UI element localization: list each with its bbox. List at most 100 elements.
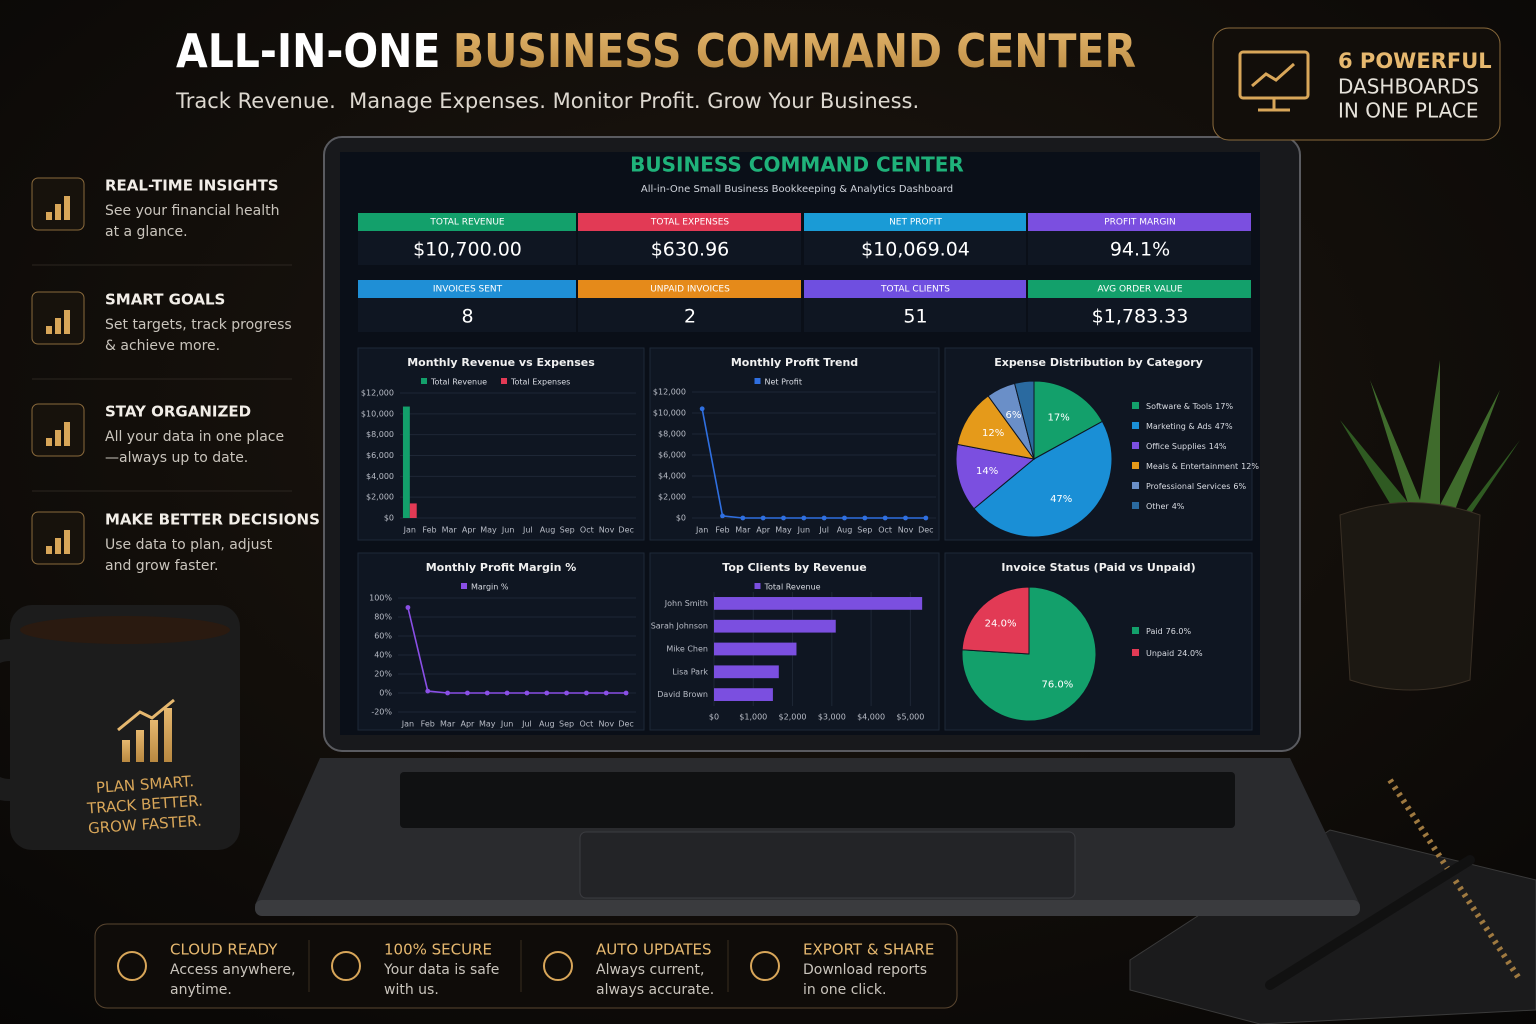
footer-text: always accurate.: [596, 982, 714, 998]
x-tick-label: Jun: [797, 526, 811, 535]
x-tick-label: May: [775, 526, 792, 535]
chart-title: Monthly Profit Margin %: [426, 561, 577, 574]
feature-text: and grow faster.: [105, 558, 218, 574]
point: [842, 515, 847, 521]
chart-panel: [357, 552, 645, 731]
feature-text: at a glance.: [105, 224, 188, 240]
kpi-label: NET PROFIT: [889, 218, 942, 228]
footer-text: anytime.: [170, 982, 232, 998]
legend-label: Paid 76.0%: [1146, 627, 1191, 636]
slice-label: 17%: [1048, 412, 1070, 423]
badge-line: 6 POWERFUL: [1338, 49, 1492, 73]
line: [407, 607, 627, 694]
line: [701, 408, 926, 519]
kpi-label: AVG ORDER VALUE: [1097, 285, 1183, 295]
slice-label: 6%: [1005, 410, 1021, 421]
icon-bar: [64, 196, 70, 220]
y-tick-label: $10,000: [653, 409, 686, 418]
kpi-label: TOTAL REVENUE: [429, 218, 505, 228]
kpi-value: 51: [903, 306, 927, 328]
chart-title: Monthly Profit Trend: [731, 356, 858, 369]
title: ALL-IN-ONEBUSINESS COMMAND CENTER: [176, 24, 1136, 78]
point: [465, 690, 470, 696]
legend-value: 47%: [1215, 422, 1233, 431]
point: [425, 688, 431, 694]
kpi-value: 2: [684, 306, 696, 328]
y-tick-label: $0: [384, 514, 394, 523]
legend-value: 12%: [1241, 462, 1259, 471]
legend-value: 24.0%: [1177, 649, 1203, 658]
bar: [409, 503, 417, 518]
legend-value: 6%: [1233, 482, 1246, 491]
x-tick-label: Nov: [598, 720, 614, 729]
point: [720, 513, 725, 519]
kpi-value: $1,783.33: [1092, 306, 1189, 328]
footer-title: EXPORT & SHARE: [803, 941, 934, 959]
point: [623, 690, 629, 696]
legend-swatch: [461, 583, 467, 589]
x-tick-label: Jan: [403, 526, 416, 535]
point: [903, 515, 908, 521]
y-tick-label: Sarah Johnson: [651, 622, 708, 631]
footer-title: CLOUD READY: [170, 941, 278, 959]
pie-slice: [973, 420, 1113, 538]
y-tick-label: $2,000: [366, 493, 394, 502]
y-tick-label: David Brown: [657, 690, 708, 699]
x-tick-label: Feb: [715, 526, 729, 535]
legend-label: Total Revenue: [764, 583, 821, 592]
legend-swatch: [754, 378, 761, 384]
feature-text: Use data to plan, adjust: [105, 537, 273, 553]
y-tick-label: $4,000: [658, 472, 686, 481]
y-tick-label: Mike Chen: [666, 645, 708, 654]
badge-icon: [1238, 50, 1310, 112]
plant: [1339, 360, 1520, 691]
bar: [714, 619, 836, 633]
x-tick-label: $2,000: [779, 713, 807, 722]
title-accent: BUSINESS COMMAND CENTER: [453, 24, 1136, 78]
icon-bar: [46, 438, 52, 446]
feature-text: All your data in one place: [105, 429, 284, 445]
x-tick-label: Nov: [599, 526, 615, 535]
x-tick-label: Mar: [440, 720, 456, 729]
kpi-value: $630.96: [651, 239, 730, 261]
kpi-header: [1028, 280, 1251, 298]
kpi-label: INVOICES SENT: [433, 285, 503, 295]
x-tick-label: Jan: [695, 526, 708, 535]
x-tick-label: Jun: [501, 526, 515, 535]
footer-text: Always current,: [596, 962, 704, 978]
y-tick-label: 0%: [379, 689, 392, 698]
x-tick-label: Jan: [401, 720, 414, 729]
slice-label: 24.0%: [985, 619, 1017, 630]
x-tick-label: Sep: [559, 720, 574, 729]
pie-slice: [961, 586, 1030, 655]
legend-label: Marketing & Ads 47%: [1146, 422, 1233, 431]
icon-bar: [46, 212, 52, 220]
legend-category: Other: [1146, 502, 1169, 511]
notebook: [1129, 778, 1536, 1024]
point: [524, 690, 530, 696]
point: [544, 690, 550, 696]
slice-label: 12%: [982, 428, 1004, 439]
y-tick-label: $12,000: [653, 388, 686, 397]
legend-category: Professional Services: [1146, 482, 1230, 491]
x-tick-label: Feb: [421, 720, 435, 729]
icon-bar: [64, 422, 70, 446]
y-tick-label: 20%: [374, 670, 392, 679]
point: [821, 515, 827, 521]
kpi-label: TOTAL EXPENSES: [650, 218, 730, 228]
kpi-header: [578, 213, 801, 231]
point: [923, 515, 929, 521]
point: [760, 515, 766, 521]
legend-value: 76.0%: [1166, 627, 1192, 636]
x-tick-label: Aug: [539, 720, 555, 729]
bar: [402, 406, 410, 518]
x-tick-label: Jul: [521, 720, 532, 729]
y-tick-label: $10,000: [361, 409, 394, 418]
slice-label: 14%: [976, 466, 998, 477]
legend-label: Software & Tools 17%: [1146, 402, 1233, 411]
legend-swatch: [1132, 502, 1139, 509]
kpi-label: TOTAL CLIENTS: [880, 285, 950, 295]
footer-title: AUTO UPDATES: [596, 941, 712, 959]
y-tick-label: $8,000: [658, 430, 686, 439]
dashboard-subtitle: All-in-One Small Business Bookkeeping & …: [641, 184, 953, 195]
